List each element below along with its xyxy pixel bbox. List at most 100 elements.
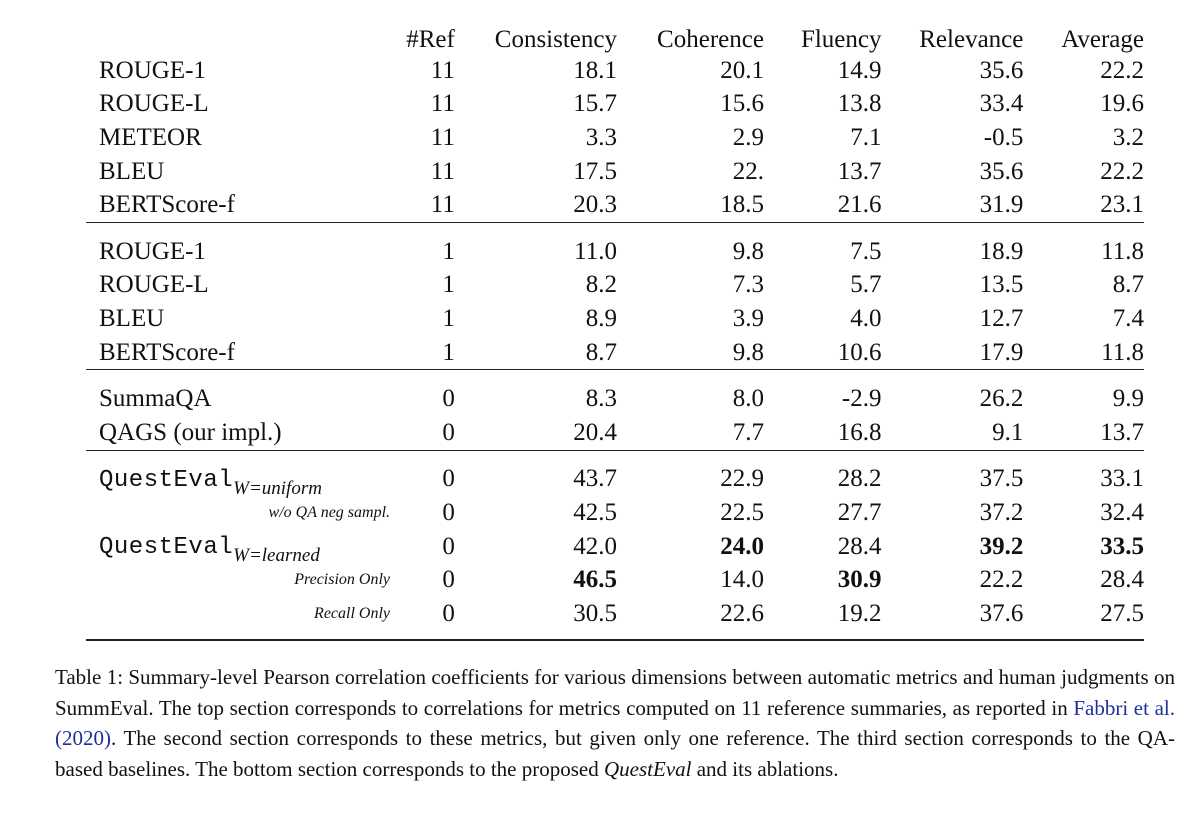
table-row: QuestEvalW=uniform 0 43.7 22.9 28.2 37.5 33.1 [86, 449, 1144, 499]
cell-average: 9.9 [1023, 369, 1144, 416]
cell-ref: 0 [442, 599, 455, 627]
cell-consistency: 8.7 [585, 338, 617, 366]
cell-consistency: 20.4 [573, 418, 617, 446]
cell-relevance: 26.2 [881, 369, 1024, 416]
cell-ref: 0 [390, 369, 455, 416]
cell-ref: 0 [442, 532, 455, 560]
cell-fluency: 27.7 [837, 498, 882, 526]
table-row: Precision Only 0 46.5 14.0 30.9 22.2 28.4 [86, 563, 1144, 597]
table-row: SummaQA 0 8.3 8.0 -2.9 26.2 9.9 [86, 369, 1144, 416]
cell-ref: 1 [442, 304, 455, 332]
cell-fluency: 5.7 [850, 271, 882, 299]
cell-coherence: 18.5 [720, 191, 764, 219]
caption-text-2: . The second section corresponds to thes… [55, 726, 1175, 781]
header-relevance: Relevance [919, 26, 1024, 53]
cell-coherence: 7.7 [732, 418, 764, 446]
cell-fluency: -2.9 [763, 369, 882, 416]
cell-average: 3.2 [1112, 123, 1144, 151]
cell-fluency: 16.8 [837, 418, 882, 446]
row-method-name: ROUGE-1 [99, 56, 206, 84]
cell-consistency: 42.5 [573, 498, 617, 526]
caption-text-3: and its ablations. [691, 756, 839, 781]
cell-consistency: 46.5 [573, 566, 617, 594]
row-method-name: QAGS (our impl.) [99, 418, 282, 446]
row-method-name: SummaQA [86, 369, 391, 416]
header-average: Average [1061, 26, 1144, 53]
cell-relevance: 37.2 [979, 498, 1024, 526]
cell-consistency: 30.5 [573, 599, 617, 627]
header-ref: #Ref [406, 26, 455, 53]
cell-ref: 0 [442, 498, 455, 526]
cell-coherence: 15.6 [720, 90, 764, 118]
cell-average: 11.8 [1023, 221, 1144, 269]
cell-ref: 0 [390, 449, 455, 497]
cell-relevance: 37.5 [881, 449, 1024, 497]
row-method-name: QuestEvalW=uniform [86, 449, 391, 499]
table-caption: Table 1: Summary-level Pearson correlati… [55, 662, 1175, 784]
header-fluency: Fluency [800, 26, 882, 53]
cell-ref: 11 [430, 123, 455, 151]
cell-fluency: 4.0 [850, 304, 882, 332]
cell-fluency: 28.2 [763, 449, 882, 497]
cell-ref: 0 [442, 566, 455, 594]
cell-coherence: 8.0 [617, 369, 764, 416]
cell-coherence: 24.0 [720, 532, 764, 560]
citation-link[interactable]: Fabbri et al. (2020) [55, 695, 1175, 751]
cell-coherence: 20.1 [720, 56, 764, 84]
method-name-mono: QuestEval [99, 534, 234, 562]
cell-relevance: 35.6 [979, 157, 1024, 185]
table-row: w/o QA neg sampl. 0 42.5 22.5 27.7 37.2 32.4 [86, 496, 1144, 530]
table-row: BERTScore-f 11 20.3 18.5 21.6 31.9 23.1 [86, 188, 1144, 222]
row-method-name: ROUGE-L [99, 90, 209, 118]
row-method-name: BLEU [99, 304, 165, 332]
row-method-name: Recall Only [314, 604, 391, 622]
cell-coherence: 22.5 [720, 498, 764, 526]
cell-relevance: 33.4 [979, 90, 1024, 118]
cell-relevance: 17.9 [979, 338, 1024, 366]
row-method-name: w/o QA neg sampl. [268, 503, 391, 521]
cell-relevance: -0.5 [983, 123, 1024, 151]
table-body: ROUGE-1 11 18.1 20.1 14.9 35.6 22.2 ROUGE-L 11 15… [86, 54, 1144, 640]
table-row: BLEU 1 8.9 3.9 4.0 12.7 7.4 [86, 302, 1144, 336]
cell-consistency: 15.7 [573, 90, 617, 118]
cell-ref: 1 [442, 271, 455, 299]
cell-consistency: 8.9 [585, 304, 617, 332]
cell-relevance: 39.2 [979, 532, 1024, 560]
row-method-name: QuestEvalW=learned [86, 530, 390, 566]
row-method-name: METEOR [99, 123, 202, 151]
table-row: QuestEvalW=learned 0 42.0 24.0 28.4 39.2 33.5 [86, 530, 1144, 567]
table-row: ROUGE-1 1 11.0 9.8 7.5 18.9 11.8 [86, 221, 1144, 269]
cell-fluency: 7.5 [763, 221, 882, 269]
cell-average: 22.2 [1100, 56, 1144, 84]
cell-ref: 1 [442, 338, 455, 366]
table-row: BLEU 11 17.5 22. 13.7 35.6 22.2 [86, 155, 1144, 189]
cell-consistency: 43.7 [454, 449, 617, 497]
cell-consistency: 11.0 [454, 221, 617, 269]
cell-average: 23.1 [1100, 191, 1144, 219]
cell-coherence: 22.9 [617, 449, 764, 497]
cell-ref: 1 [390, 221, 455, 269]
results-table-container: #Ref Consistency Coherence Fluency Relevance… [86, 20, 1144, 641]
cell-relevance: 12.7 [979, 304, 1024, 332]
cell-coherence: 9.8 [732, 338, 764, 366]
method-name-subscript: W=uniform [233, 477, 322, 499]
cell-coherence: 2.9 [732, 123, 764, 151]
cell-coherence: 3.9 [732, 304, 764, 332]
table-row: ROUGE-L 1 8.2 7.3 5.7 13.5 8.7 [86, 269, 1144, 303]
cell-consistency: 8.2 [585, 271, 617, 299]
cell-coherence: 9.8 [617, 221, 764, 269]
cell-average: 22.2 [1100, 157, 1144, 185]
row-method-name: ROUGE-1 [86, 221, 391, 269]
cell-relevance: 37.6 [979, 599, 1024, 627]
cell-coherence: 22. [732, 157, 764, 185]
row-method-name: Precision Only [294, 571, 391, 589]
header-method [86, 20, 390, 54]
cell-average: 27.5 [1100, 599, 1144, 627]
cell-fluency: 13.8 [837, 90, 882, 118]
cell-average: 8.7 [1112, 271, 1144, 299]
method-name-mono: QuestEval [99, 466, 234, 494]
cell-average: 33.5 [1100, 532, 1144, 560]
cell-fluency: 21.6 [837, 191, 882, 219]
row-method-name: BLEU [99, 157, 165, 185]
cell-average: 33.1 [1023, 449, 1144, 497]
